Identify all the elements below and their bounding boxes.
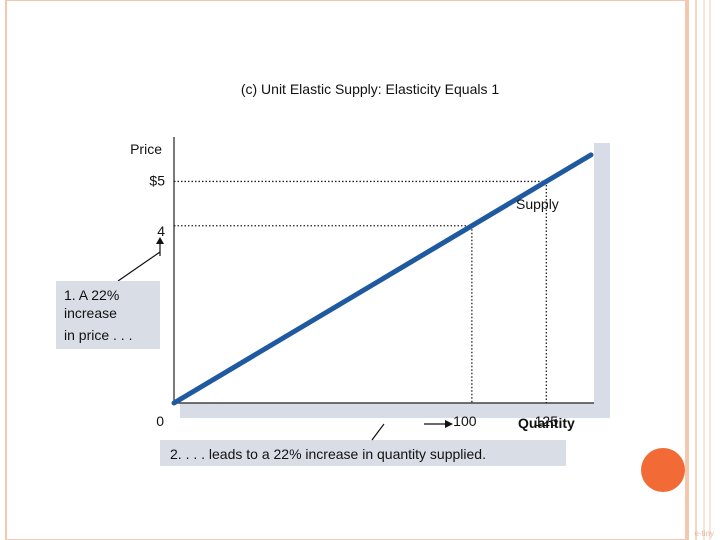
price-callout-box xyxy=(56,281,160,349)
origin-label: 0 xyxy=(156,413,164,429)
footer-note: e-tiny xyxy=(694,529,714,538)
price-callout-leader xyxy=(117,251,161,282)
quantity-note: 2. . . . leads to a 22% increase in quan… xyxy=(170,446,486,462)
y-axis-label: Price xyxy=(130,141,162,157)
frame-outer xyxy=(5,0,687,540)
quantity-callout-leader xyxy=(371,423,385,441)
x-tick-label-125: 125 xyxy=(535,413,559,429)
price-arrow-head xyxy=(156,237,164,244)
y-tick-label-1: $5 xyxy=(149,172,165,188)
accent-circle xyxy=(641,448,685,492)
x-tick-label-100: 100 xyxy=(453,413,477,429)
quantity-arrow-head xyxy=(445,420,453,428)
chart-title: (c) Unit Elastic Supply: Elasticity Equa… xyxy=(241,81,500,97)
series-label-supply: Supply xyxy=(516,196,559,212)
price-note-line-1: 1. A 22% xyxy=(64,287,119,303)
y-tick-label-2: 4 xyxy=(157,223,165,239)
price-note-line-2: increase xyxy=(64,305,117,321)
price-note-line-3: in price . . . xyxy=(64,327,132,343)
supply-curve xyxy=(171,152,594,406)
x-axis-label: Quantity xyxy=(518,415,575,431)
quantity-callout-box xyxy=(160,440,566,466)
